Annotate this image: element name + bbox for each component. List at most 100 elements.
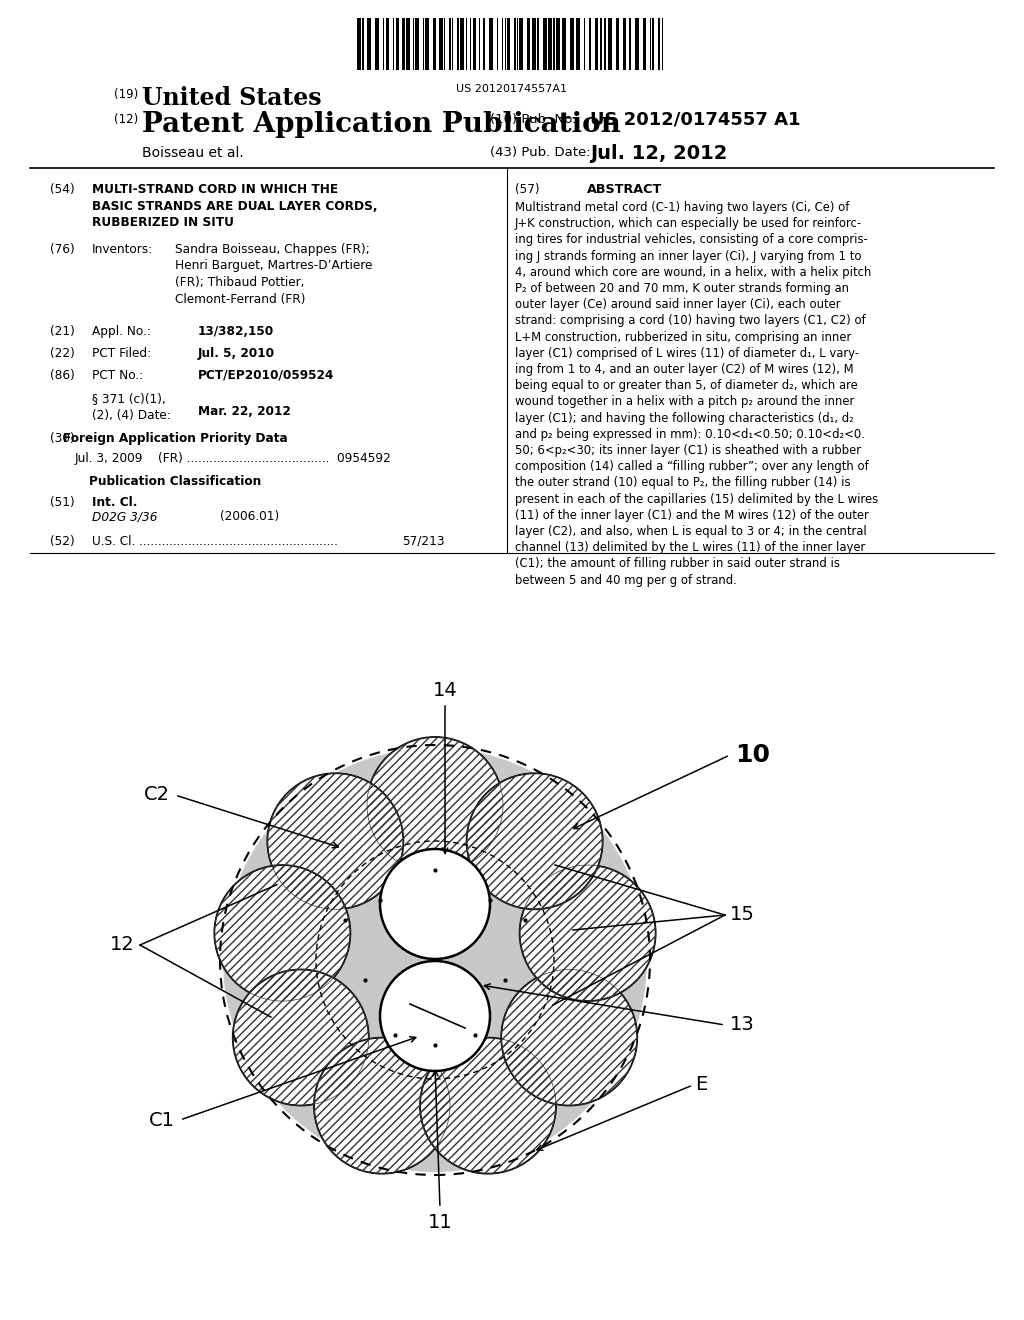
Text: Appl. No.:: Appl. No.: xyxy=(92,325,151,338)
Text: Int. Cl.: Int. Cl. xyxy=(92,496,137,510)
Bar xyxy=(553,18,555,70)
Text: Inventors:: Inventors: xyxy=(92,243,154,256)
Bar xyxy=(643,18,646,70)
Circle shape xyxy=(519,865,655,1001)
Circle shape xyxy=(420,1038,556,1173)
Bar xyxy=(514,18,516,70)
Text: (52): (52) xyxy=(50,535,75,548)
Bar xyxy=(575,18,580,70)
Text: (76): (76) xyxy=(50,243,75,256)
Circle shape xyxy=(314,1038,450,1173)
Text: ABSTRACT: ABSTRACT xyxy=(588,183,663,195)
Bar xyxy=(396,18,399,70)
Bar xyxy=(556,18,560,70)
Bar xyxy=(489,18,493,70)
Text: (2006.01): (2006.01) xyxy=(220,510,280,523)
Text: Foreign Application Priority Data: Foreign Application Priority Data xyxy=(62,432,288,445)
Text: PCT Filed:: PCT Filed: xyxy=(92,347,152,360)
Text: 10: 10 xyxy=(735,743,770,767)
Bar xyxy=(629,18,631,70)
Circle shape xyxy=(501,969,637,1106)
Bar xyxy=(532,18,536,70)
Text: C2: C2 xyxy=(144,785,170,804)
Bar xyxy=(562,18,566,70)
Text: (54): (54) xyxy=(50,183,75,195)
Text: Jul. 5, 2010: Jul. 5, 2010 xyxy=(198,347,275,360)
Bar xyxy=(616,18,618,70)
Text: Jul. 12, 2012: Jul. 12, 2012 xyxy=(590,144,727,162)
Text: (10) Pub. No.:: (10) Pub. No.: xyxy=(490,114,581,125)
Bar xyxy=(604,18,606,70)
Text: Boisseau et al.: Boisseau et al. xyxy=(142,147,244,160)
Bar xyxy=(375,18,379,70)
Text: MULTI-STRAND CORD IN WHICH THE
BASIC STRANDS ARE DUAL LAYER CORDS,
RUBBERIZED IN: MULTI-STRAND CORD IN WHICH THE BASIC STR… xyxy=(92,183,378,228)
Text: (30): (30) xyxy=(50,432,75,445)
Circle shape xyxy=(380,961,490,1071)
Text: Sandra Boisseau, Chappes (FR);
Henri Barguet, Martres-D’Artiere
(FR); Thibaud Po: Sandra Boisseau, Chappes (FR); Henri Bar… xyxy=(175,243,373,305)
Bar xyxy=(473,18,476,70)
Text: 12: 12 xyxy=(111,936,135,954)
Circle shape xyxy=(367,737,503,873)
Text: PCT/EP2010/059524: PCT/EP2010/059524 xyxy=(198,370,335,381)
Bar xyxy=(449,18,451,70)
Bar xyxy=(362,18,364,70)
Text: 13/382,150: 13/382,150 xyxy=(198,325,274,338)
Text: E: E xyxy=(695,1076,708,1094)
Circle shape xyxy=(350,875,520,1045)
Bar xyxy=(357,18,361,70)
Bar xyxy=(457,18,459,70)
Text: 15: 15 xyxy=(730,906,755,924)
Bar xyxy=(402,18,406,70)
Bar xyxy=(439,18,443,70)
Bar xyxy=(425,18,429,70)
Text: Publication Classification: Publication Classification xyxy=(89,475,261,488)
Bar xyxy=(570,18,574,70)
Text: (51): (51) xyxy=(50,496,75,510)
Text: Patent Application Publication: Patent Application Publication xyxy=(142,111,621,139)
Text: Mar. 22, 2012: Mar. 22, 2012 xyxy=(198,405,291,418)
Circle shape xyxy=(467,774,603,909)
Bar xyxy=(608,18,612,70)
Text: 14: 14 xyxy=(432,681,458,700)
Text: 13: 13 xyxy=(730,1015,755,1035)
Bar xyxy=(548,18,552,70)
Text: (12): (12) xyxy=(114,114,138,125)
Text: Multistrand metal cord (C-1) having two layers (Ci, Ce) of
J+K construction, whi: Multistrand metal cord (C-1) having two … xyxy=(515,201,879,586)
Text: U.S. Cl. .....................................................: U.S. Cl. ...............................… xyxy=(92,535,338,548)
Bar xyxy=(519,18,523,70)
Bar xyxy=(537,18,539,70)
Bar xyxy=(527,18,530,70)
Bar xyxy=(367,18,371,70)
Circle shape xyxy=(232,969,369,1105)
Text: US 20120174557A1: US 20120174557A1 xyxy=(457,84,567,94)
Text: PCT No.:: PCT No.: xyxy=(92,370,143,381)
Text: (22): (22) xyxy=(50,347,75,360)
Circle shape xyxy=(223,748,647,1172)
Text: § 371 (c)(1),
(2), (4) Date:: § 371 (c)(1), (2), (4) Date: xyxy=(92,392,171,421)
Circle shape xyxy=(267,774,403,909)
Bar xyxy=(415,18,419,70)
Text: D02G 3/36: D02G 3/36 xyxy=(92,510,158,523)
Bar xyxy=(623,18,626,70)
Bar xyxy=(658,18,660,70)
Circle shape xyxy=(214,865,350,1001)
Circle shape xyxy=(380,849,490,960)
Bar xyxy=(635,18,639,70)
Text: (86): (86) xyxy=(50,370,75,381)
Text: Jul. 3, 2009    (FR) ......................................  0954592: Jul. 3, 2009 (FR) ......................… xyxy=(75,451,392,465)
Bar xyxy=(652,18,654,70)
Text: 57/213: 57/213 xyxy=(402,535,444,548)
Text: C1: C1 xyxy=(150,1110,175,1130)
Text: (57): (57) xyxy=(515,183,540,195)
Bar xyxy=(589,18,591,70)
Text: United States: United States xyxy=(142,86,322,110)
Bar xyxy=(406,18,410,70)
Text: 11: 11 xyxy=(428,1213,453,1232)
Text: (19): (19) xyxy=(114,88,138,102)
Bar xyxy=(433,18,436,70)
Bar xyxy=(386,18,389,70)
Text: (21): (21) xyxy=(50,325,75,338)
Bar xyxy=(507,18,510,70)
Bar xyxy=(483,18,485,70)
Text: US 2012/0174557 A1: US 2012/0174557 A1 xyxy=(590,111,801,129)
